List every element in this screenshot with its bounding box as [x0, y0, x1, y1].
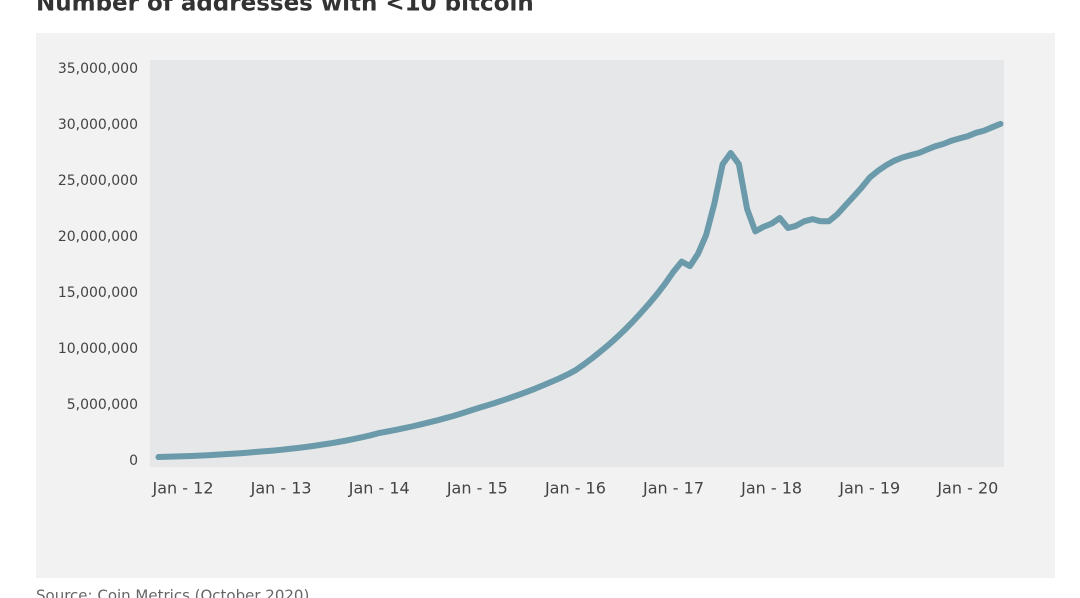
x-tick-label: Jan - 18	[740, 479, 802, 498]
x-tick-label: Jan - 17	[642, 479, 704, 498]
source-note: Source: Coin Metrics (October 2020)	[36, 587, 309, 598]
y-tick-label: 30,000,000	[58, 117, 138, 133]
x-tick-label: Jan - 20	[936, 479, 998, 498]
x-tick-label: Jan - 16	[544, 479, 606, 498]
x-tick-label: Jan - 13	[250, 479, 312, 498]
x-tick-label: Jan - 12	[152, 479, 214, 498]
y-tick-label: 15,000,000	[58, 285, 138, 301]
y-tick-label: 10,000,000	[58, 341, 138, 357]
y-tick-label: 25,000,000	[58, 173, 138, 189]
chart-title: Number of addresses with <10 bitcoin	[36, 0, 534, 17]
y-tick-label: 20,000,000	[58, 229, 138, 245]
y-tick-label: 35,000,000	[58, 61, 138, 77]
plot-area	[150, 60, 1004, 467]
x-tick-label: Jan - 15	[446, 479, 508, 498]
y-tick-label: 0	[129, 453, 138, 469]
y-tick-label: 5,000,000	[67, 397, 138, 413]
x-tick-label: Jan - 14	[348, 479, 410, 498]
data-line	[155, 120, 1004, 460]
x-tick-label: Jan - 19	[838, 479, 900, 498]
